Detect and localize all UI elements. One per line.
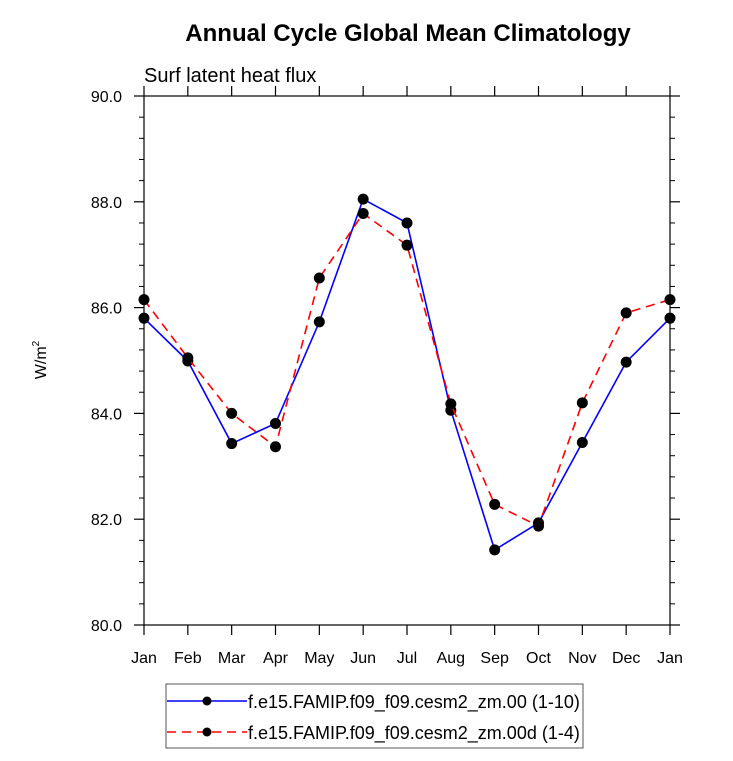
plot-frame bbox=[143, 95, 671, 626]
data-point bbox=[313, 316, 325, 328]
y-tick-label: 84.0 bbox=[91, 406, 122, 423]
data-point bbox=[489, 498, 501, 510]
x-tick-label: Dec bbox=[612, 650, 640, 667]
legend-marker bbox=[202, 696, 212, 706]
x-tick-label: May bbox=[304, 650, 334, 667]
data-point bbox=[620, 356, 632, 368]
axes: 80.0 82.0 84.0 86.0 88.0 90.0 Jan Feb Mar Apr May J… bbox=[91, 86, 683, 667]
x-tick-label: Sep bbox=[480, 650, 509, 667]
data-point bbox=[489, 544, 501, 556]
y-tick-label: 80.0 bbox=[91, 618, 122, 635]
x-tick-label: Jul bbox=[397, 650, 417, 667]
series-1 bbox=[138, 193, 676, 556]
data-point bbox=[401, 217, 413, 229]
x-tick-label: Jan bbox=[131, 650, 157, 667]
data-point bbox=[270, 441, 281, 453]
chart-subtitle: Surf latent heat flux bbox=[144, 65, 316, 87]
x-tick-label: Oct bbox=[526, 650, 551, 667]
legend-marker bbox=[202, 727, 212, 737]
svg-text:W/m2: W/m2 bbox=[31, 340, 50, 379]
x-tick-label: Mar bbox=[218, 650, 246, 667]
data-point bbox=[401, 239, 413, 251]
data-point bbox=[664, 312, 676, 324]
legend-item-2: f.e15.FAMIP.f09_f09.cesm2_zm.00d (1-4) bbox=[167, 723, 580, 744]
x-tick-label: Jun bbox=[350, 650, 376, 667]
legend-item-1: f.e15.FAMIP.f09_f09.cesm2_zm.00 (1-10) bbox=[167, 692, 580, 713]
x-tick-label: Feb bbox=[174, 650, 202, 667]
data-point bbox=[182, 352, 194, 364]
legend-label: f.e15.FAMIP.f09_f09.cesm2_zm.00 (1-10) bbox=[248, 692, 580, 713]
y-tick-label: 82.0 bbox=[91, 512, 122, 529]
x-tick-label: Aug bbox=[437, 650, 465, 667]
data-point bbox=[226, 438, 238, 450]
x-tick-label: Jan bbox=[657, 650, 683, 667]
data-point bbox=[576, 436, 588, 448]
data-point bbox=[576, 397, 588, 409]
chart-title: Annual Cycle Global Mean Climatology bbox=[185, 20, 631, 47]
x-tick-label: Nov bbox=[568, 650, 596, 667]
data-point bbox=[313, 272, 325, 284]
data-point bbox=[138, 294, 150, 306]
data-point bbox=[445, 398, 457, 410]
legend: f.e15.FAMIP.f09_f09.cesm2_zm.00 (1-10) f.… bbox=[165, 683, 584, 749]
data-point bbox=[664, 294, 676, 306]
legend-label: f.e15.FAMIP.f09_f09.cesm2_zm.00d (1-4) bbox=[248, 723, 580, 744]
data-point bbox=[357, 193, 369, 205]
data-point bbox=[620, 307, 632, 319]
x-tick-label: Apr bbox=[263, 650, 289, 667]
y-axis-label-text: W/m bbox=[33, 346, 50, 379]
y-tick-label: 90.0 bbox=[91, 89, 122, 106]
data-point bbox=[138, 312, 150, 324]
data-point bbox=[357, 207, 369, 219]
y-axis-label: W/m2 bbox=[31, 340, 50, 379]
series-layer bbox=[138, 193, 676, 556]
series-line-1 bbox=[143, 198, 671, 552]
series-2 bbox=[138, 207, 676, 532]
y-tick-label: 88.0 bbox=[91, 195, 122, 212]
series-line-2 bbox=[143, 212, 671, 528]
y-axis-label-superscript: 2 bbox=[31, 340, 42, 346]
data-point bbox=[226, 407, 238, 419]
y-tick-label: 86.0 bbox=[91, 301, 122, 318]
legend-box bbox=[165, 683, 584, 749]
data-point bbox=[533, 520, 544, 532]
data-point bbox=[270, 417, 281, 429]
